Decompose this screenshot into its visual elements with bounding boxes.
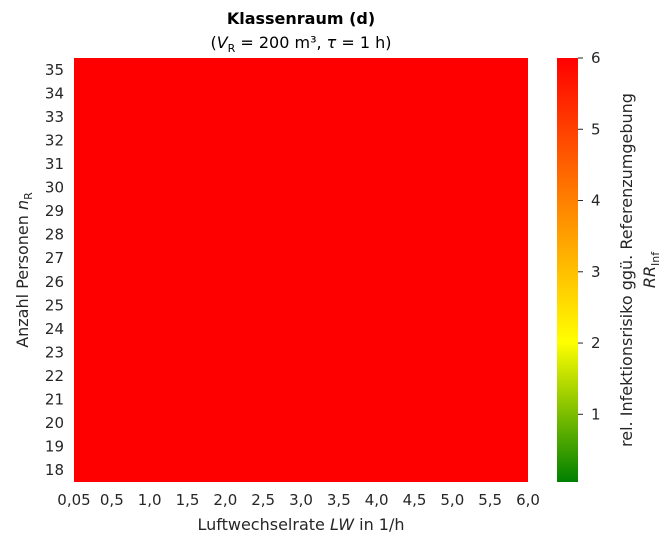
- y-tick-label: 23: [45, 343, 64, 361]
- x-tick-labels: 0,05 0,5 1,0 1,5 2,0 2,5 3,0 3,5 4,0 4,5 5,0 5,5 6,0: [57, 491, 540, 509]
- colorbar-tick-label: 2: [591, 334, 601, 352]
- y-tick-label: 33: [45, 108, 64, 126]
- x-tick-label: 4,0: [365, 491, 389, 509]
- x-tick-label: 3,0: [289, 491, 313, 509]
- y-tick-label: 31: [45, 155, 64, 173]
- x-tick-label: 1,5: [176, 491, 200, 509]
- y-tick-label: 25: [45, 296, 64, 314]
- colorbar: [557, 58, 578, 482]
- colorbar-tick-label: 6: [591, 49, 601, 67]
- x-axis-label: Luftwechselrate LW in 1/h: [197, 515, 404, 534]
- y-tick-label: 27: [45, 249, 64, 267]
- y-tick-label: 18: [45, 461, 64, 479]
- y-tick-label: 29: [45, 202, 64, 220]
- x-tick-label: 6,0: [516, 491, 540, 509]
- y-tick-label: 35: [45, 61, 64, 79]
- heatmap-cells: [74, 58, 528, 482]
- x-tick-label: 0,5: [100, 491, 124, 509]
- y-tick-label: 28: [45, 226, 64, 244]
- chart-title: Klassenraum (d): [227, 9, 375, 28]
- y-tick-label: 26: [45, 273, 64, 291]
- x-tick-label: 4,5: [403, 491, 427, 509]
- colorbar-tick-label: 5: [591, 120, 601, 138]
- y-axis-label: Anzahl Personen nR: [13, 192, 35, 348]
- y-tick-label: 30: [45, 179, 64, 197]
- colorbar-tick-label: 1: [591, 405, 601, 423]
- colorbar-label-line2: RRInf: [640, 251, 662, 288]
- x-tick-label: 0,05: [57, 491, 90, 509]
- x-tick-label: 2,5: [251, 491, 275, 509]
- y-tick-label: 19: [45, 438, 64, 456]
- chart-subtitle: (VR = 200 m³, τ = 1 h): [210, 33, 391, 55]
- y-tick-label: 20: [45, 414, 64, 432]
- x-tick-label: 2,0: [213, 491, 237, 509]
- colorbar-label-line1: rel. Infektionsrisiko ggü. Referenzumgeb…: [617, 93, 636, 447]
- x-tick-label: 1,0: [138, 491, 162, 509]
- y-tick-label: 24: [45, 320, 64, 338]
- y-tick-label: 34: [45, 84, 64, 102]
- x-tick-label: 3,5: [327, 491, 351, 509]
- colorbar-tick-label: 3: [591, 263, 601, 281]
- x-tick-label: 5,5: [478, 491, 502, 509]
- colorbar-tick-label: 4: [591, 192, 601, 210]
- y-tick-label: 21: [45, 391, 64, 409]
- y-tick-labels: 35 34 33 32 31 30 29 28 27 26 25 24 23 22 21 20 19 18: [45, 61, 64, 479]
- x-tick-label: 5,0: [440, 491, 464, 509]
- y-tick-label: 22: [45, 367, 64, 385]
- colorbar-tick-labels: 1 2 3 4 5 6: [578, 49, 601, 423]
- y-tick-label: 32: [45, 131, 64, 149]
